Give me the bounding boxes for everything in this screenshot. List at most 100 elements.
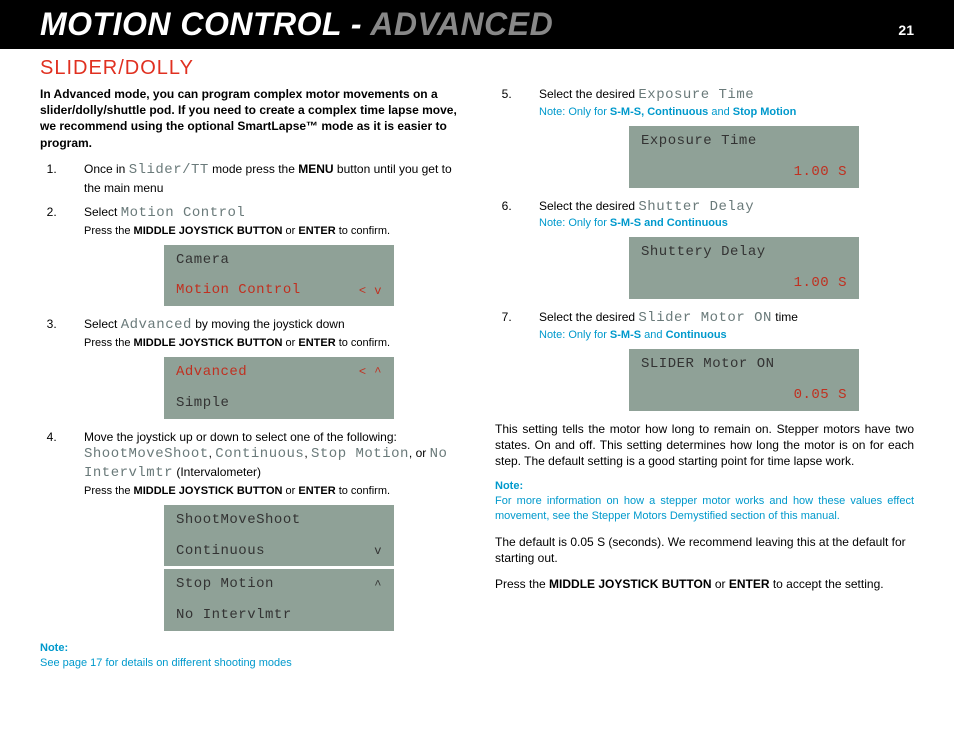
step7-note-d: Continuous (666, 329, 727, 341)
step5-note: Note: Only for S-M-S, Continuous and Sto… (539, 105, 914, 120)
step3-sub-c: to confirm. (336, 337, 390, 349)
step4-text-a: Move the joystick up or down to select o… (84, 430, 397, 444)
lcd7-row2: 0.05 S (629, 380, 859, 411)
step-5: Select the desired Exposure Time Note: O… (515, 86, 914, 188)
lcd5-value: 1.00 S (794, 163, 847, 182)
lcd3-arrow-down: v (374, 543, 382, 559)
lcd-menu-3a: ShootMoveShoot Continuousv Stop Motion^ … (164, 505, 394, 632)
para3-a: Press the (495, 577, 549, 591)
lcd6-row1: Shuttery Delay (629, 237, 859, 268)
step2-sub-a: Press the (84, 225, 134, 237)
left-note: Note: See page 17 for details on differe… (40, 641, 459, 671)
right-note-text: For more information on how a stepper mo… (495, 494, 914, 524)
step3-sub: Press the MIDDLE JOYSTICK BUTTON or ENTE… (84, 336, 459, 351)
step6-note-a: Note: Only for (539, 217, 610, 229)
enter-text-2: ENTER (298, 337, 335, 349)
lcd7-row1: SLIDER Motor ON (629, 349, 859, 380)
lcd3-arrow-up: ^ (374, 577, 382, 593)
lcd-shutter: Shuttery Delay 1.00 S (629, 237, 859, 299)
exposure-time-term: Exposure Time (638, 87, 754, 103)
lcd6-label: Shuttery Delay (641, 243, 766, 262)
step3-sub-b: or (282, 337, 298, 349)
lcd1-row2: Motion Control< v (164, 275, 394, 306)
lcd-menu-2: Advanced< ^ Simple (164, 357, 394, 419)
lcd2-arrow: < ^ (359, 364, 382, 380)
step6-note: Note: Only for S-M-S and Continuous (539, 216, 914, 231)
step5-note-c: and (708, 106, 732, 118)
right-steps: Select the desired Exposure Time Note: O… (495, 86, 914, 411)
stop-motion-term: Stop Motion (311, 446, 409, 462)
header-bar: MOTION CONTROL - ADVANCED 21 (0, 0, 954, 49)
step4-or: , or (409, 446, 430, 460)
lcd-exposure: Exposure Time 1.00 S (629, 126, 859, 188)
right-note: Note: For more information on how a step… (495, 479, 914, 524)
step7-note-a: Note: Only for (539, 329, 610, 341)
lcd1-motion-control: Motion Control (176, 281, 301, 300)
sms-term: ShootMoveShoot (84, 446, 209, 462)
section-title: SLIDER/DOLLY (0, 49, 954, 82)
lcd3-row3: Stop Motion^ (164, 566, 394, 600)
step4-sub-c: to confirm. (336, 485, 390, 497)
mjb-text-2: MIDDLE JOYSTICK BUTTON (134, 337, 283, 349)
left-steps: Once in Slider/TT mode press the MENU bu… (40, 161, 459, 631)
lcd6-row2: 1.00 S (629, 268, 859, 299)
note-label-right: Note: (495, 479, 914, 494)
step2-sub: Press the MIDDLE JOYSTICK BUTTON or ENTE… (84, 224, 459, 239)
lcd3-row4: No Intervlmtr (164, 600, 394, 631)
step4-sub-a: Press the (84, 485, 134, 497)
right-para-2: The default is 0.05 S (seconds). We reco… (495, 534, 914, 566)
step5-text-a: Select the desired (539, 87, 638, 101)
step-1: Once in Slider/TT mode press the MENU bu… (60, 161, 459, 196)
lcd3-row1: ShootMoveShoot (164, 505, 394, 536)
step7-text-b: time (772, 310, 798, 324)
right-para-3: Press the MIDDLE JOYSTICK BUTTON or ENTE… (495, 576, 914, 592)
menu-word: MENU (298, 162, 333, 176)
lcd1-row1: Camera (164, 245, 394, 276)
enter-text-4: ENTER (729, 577, 770, 591)
left-column: In Advanced mode, you can program comple… (40, 86, 459, 671)
para3-b: or (711, 577, 728, 591)
step5-note-b: S-M-S, Continuous (610, 106, 708, 118)
step6-note-b: S-M-S and Continuous (610, 217, 728, 229)
lcd3-sms: ShootMoveShoot (176, 511, 301, 530)
step1-text-b: mode press the (209, 162, 298, 176)
title-main: MOTION CONTROL - (40, 6, 370, 42)
continuous-term: Continuous (215, 446, 304, 462)
page-number: 21 (898, 22, 914, 38)
step6-text-a: Select the desired (539, 199, 638, 213)
step2-sub-c: to confirm. (336, 225, 390, 237)
content-columns: In Advanced mode, you can program comple… (0, 82, 954, 671)
step7-note: Note: Only for S-M-S and Continuous (539, 328, 914, 343)
right-column: Select the desired Exposure Time Note: O… (495, 86, 914, 671)
lcd2-row2: Simple (164, 388, 394, 419)
lcd5-row2: 1.00 S (629, 157, 859, 188)
lcd1-camera: Camera (176, 251, 229, 270)
step3-sub-a: Press the (84, 337, 134, 349)
step4-sub-b: or (282, 485, 298, 497)
step-7: Select the desired Slider Motor ON time … (515, 309, 914, 411)
shutter-delay-term: Shutter Delay (638, 199, 754, 215)
motion-control-term: Motion Control (121, 205, 246, 221)
step4-sub: Press the MIDDLE JOYSTICK BUTTON or ENTE… (84, 484, 459, 499)
lcd5-row1: Exposure Time (629, 126, 859, 157)
lcd3-continuous: Continuous (176, 542, 265, 561)
step-4: Move the joystick up or down to select o… (60, 429, 459, 631)
page-title: MOTION CONTROL - ADVANCED (40, 6, 553, 43)
step3-text-a: Select (84, 317, 121, 331)
step5-note-a: Note: Only for (539, 106, 610, 118)
step1-text-a: Once in (84, 162, 129, 176)
left-note-text: See page 17 for details on different sho… (40, 656, 459, 671)
lcd7-label: SLIDER Motor ON (641, 355, 775, 374)
lcd6-value: 1.00 S (794, 274, 847, 293)
step7-note-c: and (641, 329, 665, 341)
mjb-text-3: MIDDLE JOYSTICK BUTTON (134, 485, 283, 497)
lcd7-value: 0.05 S (794, 386, 847, 405)
step2-sub-b: or (282, 225, 298, 237)
step2-text-a: Select (84, 205, 121, 219)
step3-text-b: by moving the joystick down (192, 317, 345, 331)
step5-note-d: Stop Motion (733, 106, 797, 118)
enter-text-3: ENTER (298, 485, 335, 497)
mjb-text-4: MIDDLE JOYSTICK BUTTON (549, 577, 711, 591)
lcd3-no-intervlmtr: No Intervlmtr (176, 606, 292, 625)
advanced-term: Advanced (121, 317, 192, 333)
